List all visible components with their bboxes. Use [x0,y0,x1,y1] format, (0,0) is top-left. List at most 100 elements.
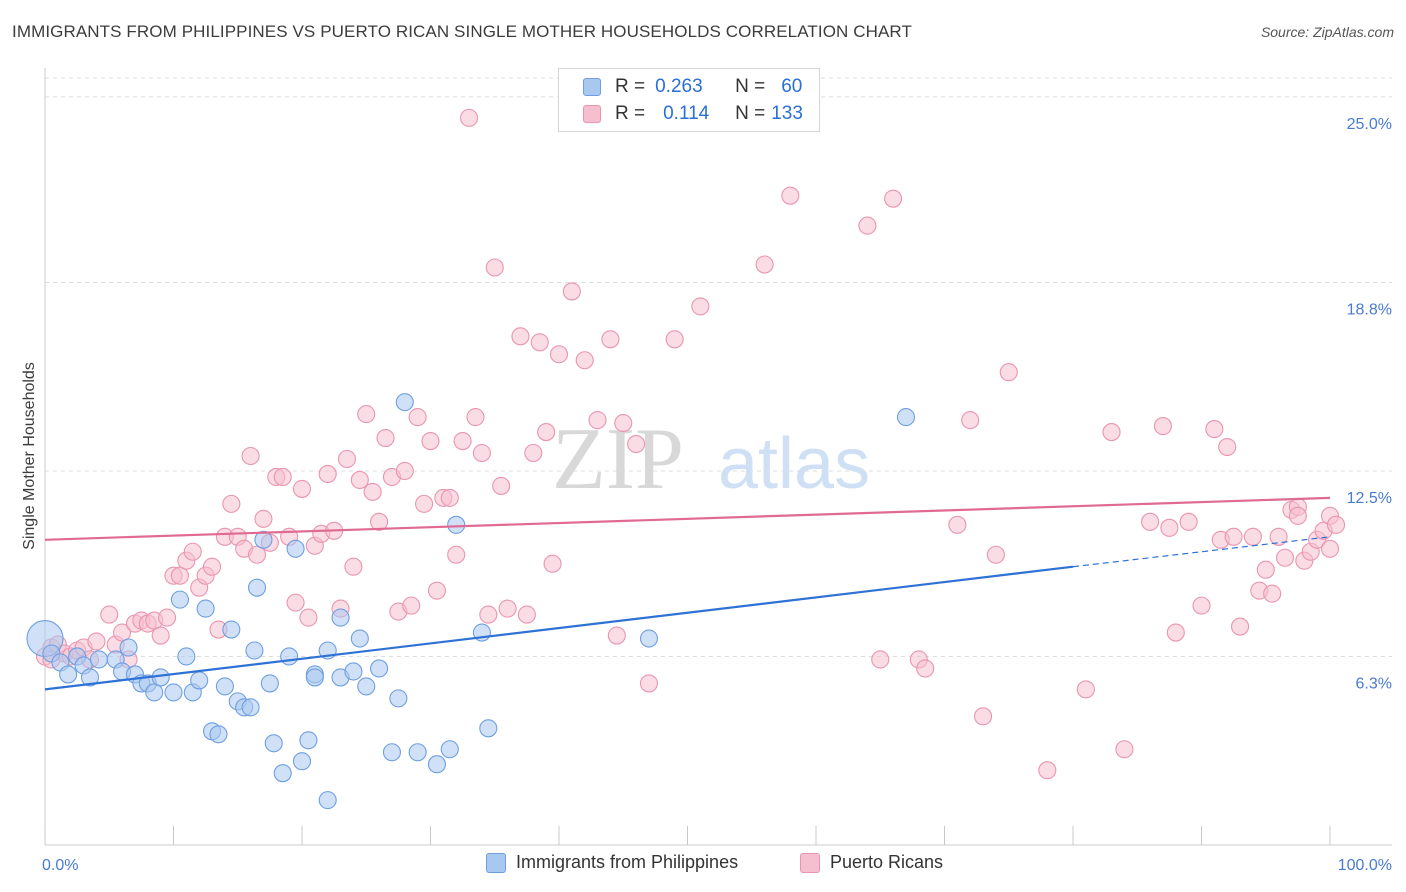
point-puerto-ricans [1231,617,1250,636]
point-puerto-ricans [639,674,659,693]
point-philippines [331,608,350,627]
point-puerto-ricans [357,405,376,424]
legend-swatch-pink [583,105,601,123]
point-philippines [292,752,312,771]
point-philippines [382,743,402,762]
point-philippines [395,393,414,412]
point-puerto-ricans [665,330,684,349]
point-puerto-ricans [627,434,646,454]
point-puerto-ricans [781,186,800,205]
trend-lines [44,496,1331,691]
point-philippines [119,638,138,657]
point-puerto-ricans [376,429,395,448]
point-puerto-ricans [871,650,890,669]
point-puerto-ricans [350,470,369,489]
point-philippines [299,731,318,750]
point-puerto-ricans [87,632,106,651]
watermark: ZIP atlas [552,411,870,508]
point-philippines [80,668,100,687]
y-tick-label: 6.3% [1356,675,1392,692]
point-puerto-ricans [1320,539,1340,558]
point-puerto-ricans [370,512,389,531]
point-puerto-ricans [459,108,479,127]
point-puerto-ricans [203,557,222,576]
y-axis-label: Single Mother Households [21,362,38,550]
series-philippines [26,393,916,810]
point-puerto-ricans [1141,512,1160,531]
legend-row-philippines: R = 0.263 N = 60 [583,75,802,99]
point-philippines [222,620,241,639]
point-philippines [350,629,369,648]
legend-n-label: N = [735,103,766,124]
point-puerto-ricans [1153,417,1172,436]
point-puerto-ricans [1218,437,1237,457]
point-puerto-ricans [222,494,241,513]
point-philippines [479,719,498,738]
point-puerto-ricans [363,482,382,501]
point-puerto-ricans [100,605,119,624]
point-puerto-ricans [1205,420,1224,439]
legend-swatch-blue [583,78,601,96]
point-puerto-ricans [1179,512,1198,531]
point-puerto-ricans [517,605,536,624]
point-philippines [264,734,283,753]
point-puerto-ricans [858,216,877,235]
point-puerto-ricans [916,659,935,678]
point-puerto-ricans [292,479,312,498]
point-puerto-ricans [485,258,504,277]
point-puerto-ricans [247,545,267,564]
axes [44,68,1392,846]
point-puerto-ricans [299,608,318,627]
bottom-legend-label: Puerto Ricans [830,852,944,872]
point-philippines [247,578,267,597]
y-tick-label: 12.5% [1347,490,1392,507]
point-philippines [408,743,427,762]
legend-r-value: 0.263 [655,76,703,97]
y-tick-label: 18.8% [1347,301,1392,318]
point-puerto-ricans [973,707,993,726]
point-puerto-ricans [415,494,434,513]
point-puerto-ricans [1038,761,1057,780]
point-puerto-ricans [1326,515,1346,534]
point-puerto-ricans [986,545,1005,564]
point-puerto-ricans [1115,740,1134,759]
trend-line-philippines-extension [1072,536,1331,568]
point-puerto-ricans [472,443,491,463]
point-puerto-ricans [421,431,440,451]
point-puerto-ricans [151,626,170,645]
point-puerto-ricans [447,545,466,564]
point-puerto-ricans [498,599,517,618]
point-puerto-ricans [537,423,556,442]
grid [45,77,1392,657]
point-puerto-ricans [530,333,549,352]
point-puerto-ricans [318,464,337,484]
point-philippines [389,689,408,708]
point-puerto-ricans [427,581,446,600]
point-puerto-ricans [1275,548,1295,567]
watermark-atlas: atlas [718,424,870,504]
point-philippines [344,662,363,681]
point-philippines [357,677,376,696]
point-philippines [254,530,273,549]
chart-title: IMMIGRANTS FROM PHILIPPINES VS PUERTO RI… [12,22,912,41]
point-philippines [209,725,228,744]
point-puerto-ricans [337,449,357,469]
bottom-legend-swatch-pink [800,852,820,873]
point-philippines [447,515,466,534]
trend-line-puerto-ricans [44,496,1331,541]
point-puerto-ricans [453,431,472,451]
point-philippines [151,668,170,687]
bottom-legend-puerto-ricans: Puerto Ricans [800,852,943,873]
point-philippines [440,740,459,759]
point-philippines [427,755,446,774]
point-puerto-ricans [524,443,543,463]
point-philippines [241,698,260,717]
point-philippines [215,677,234,696]
legend-r-label: R = [615,103,646,124]
point-puerto-ricans [1269,527,1288,546]
bottom-legend-swatch-blue [486,852,506,873]
point-puerto-ricans [614,414,633,433]
point-philippines [896,408,916,427]
point-puerto-ricans [466,408,485,427]
